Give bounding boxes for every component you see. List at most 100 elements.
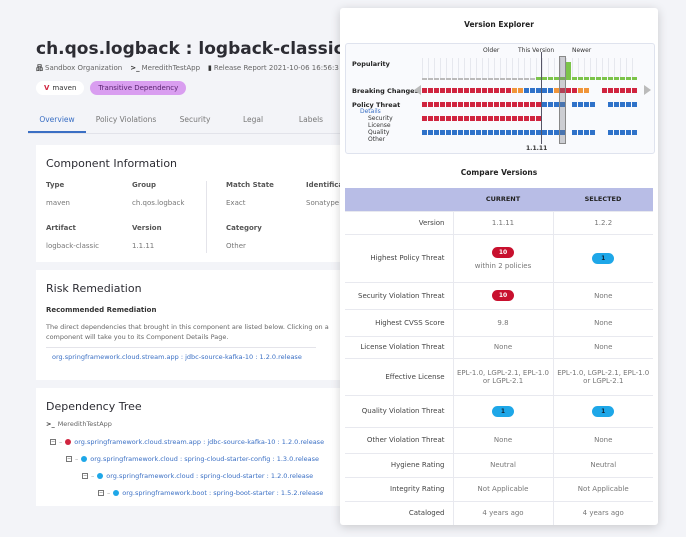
value: Neutral [490,461,516,469]
row-label: License Violation Threat [345,335,454,358]
report-link[interactable]: ▮ Release Report 2021-10-06 16:56:3 [208,64,339,72]
value: EPL-1.0, LGPL-2.1, EPL-1.0 or LGPL-2.1 [557,368,650,385]
dependency-link[interactable]: org.springframework.cloud : spring-cloud… [106,472,314,480]
selected-header: SELECTED [553,188,653,211]
tab-policy-violations[interactable]: Policy Violations [95,115,157,124]
row-label: Effective License [345,357,454,395]
tab-overview[interactable]: Overview [28,108,86,133]
popularity-bar [518,78,523,80]
breaking-cell [458,88,463,93]
tab-legal[interactable]: Legal [242,115,264,124]
value: None [493,436,513,444]
quality-cell [446,130,451,135]
policy-cell [560,102,565,107]
remediation-text: The direct dependencies that brought in … [46,323,329,341]
compare-row: Highest CVSS Score 9.8 None [345,308,653,336]
breaking-cell [440,88,445,93]
breaking-cell [446,88,451,93]
grid-line [632,58,633,78]
policy-cell [476,102,481,107]
organization-link[interactable]: 品 Sandbox Organization [36,64,123,72]
policy-cell [512,102,517,107]
popularity-bar [554,77,559,80]
selected-cell: None [553,281,653,309]
breaking-cell [548,88,553,93]
row-label: Security Violation Threat [345,281,454,309]
grid-line [476,58,477,78]
policy-cell [458,102,463,107]
dependency-link[interactable]: org.springframework.cloud.stream.app : j… [74,438,325,446]
this-version-label: This Version [518,47,555,54]
card-title: Component Information [46,157,178,170]
field-label: Type [46,181,65,189]
quality-cell [536,130,541,135]
field-label: Version [132,224,162,232]
collapse-icon[interactable]: − [98,490,104,496]
popularity-bar [458,78,463,80]
policy-cell [548,102,553,107]
page-title: ch.qos.logback : logback-classic : 1.1.1… [36,39,423,59]
tab-security[interactable]: Security [179,115,211,124]
dependency-link[interactable]: org.springframework.cloud : spring-cloud… [90,455,319,463]
collapse-icon[interactable]: − [82,473,88,479]
direct-dependency-link[interactable]: org.springframework.cloud.stream.app : j… [52,353,302,361]
threat-pill: 1 [492,405,514,417]
grid-line [578,58,579,78]
field-value: logback-classic [46,242,100,250]
version-explorer-panel: Version Explorer Older This Version Newe… [340,8,658,525]
breaking-cell [518,88,523,93]
tab-labels[interactable]: Labels [298,115,324,124]
selected-cell: 4 years ago [553,500,653,525]
row-label: Hygiene Rating [345,452,454,477]
row-label-other: Other [368,136,386,143]
breaking-cell [524,88,529,93]
breaking-cell [542,88,547,93]
quality-cell [434,130,439,135]
breaking-cell [500,88,505,93]
security-cell [458,116,463,121]
current-cell: 4 years ago [453,500,554,525]
row-label-quality: Quality [368,129,390,136]
section-subtitle: Recommended Remediation [46,306,157,314]
current-cell: EPL-1.0, LGPL-2.1, EPL-1.0 or LGPL-2.1 [453,357,554,395]
quality-cell [524,130,529,135]
current-cell: Not Applicable [453,476,554,501]
popularity-bar [506,78,511,80]
details-link[interactable]: Details [360,108,381,115]
collapse-icon[interactable]: − [50,439,56,445]
scroll-left-icon[interactable] [414,85,421,95]
current-cell: 10 [453,281,554,309]
compare-versions-table: CURRENT SELECTED Version 1.1.11 1.2.2 Highes… [345,188,653,525]
scroll-right-icon[interactable] [644,85,651,95]
grid-line [590,58,591,78]
dependency-link[interactable]: org.springframework.boot : spring-boot-s… [122,489,324,497]
policy-cell [572,102,577,107]
quality-cell [590,130,595,135]
quality-cell [620,130,625,135]
value: None [594,436,613,444]
collapse-icon[interactable]: − [66,456,72,462]
organization-icon: 品 [36,64,43,72]
breaking-cell [428,88,433,93]
selected-cell: None [553,308,653,336]
security-cell [422,116,427,121]
grid-line [596,58,597,78]
selected-cell: Not Applicable [553,476,653,501]
popularity-bar [440,78,445,80]
application-link[interactable]: >_ MeredithTestApp [130,64,201,72]
breaking-cell [464,88,469,93]
policy-cell [578,102,583,107]
policy-cell [488,102,493,107]
selected-version-handle[interactable] [559,56,566,144]
grid-line [560,58,561,78]
security-cell [464,116,469,121]
current-header: CURRENT [453,188,553,211]
threat-dot-icon [65,439,72,445]
terminal-icon: >_ [130,64,140,72]
breaking-cell [476,88,481,93]
policy-cell [632,102,637,107]
field-value: Exact [226,199,246,207]
popularity-bar [626,77,631,80]
popularity-bar [422,78,427,80]
policy-cell [542,102,547,107]
